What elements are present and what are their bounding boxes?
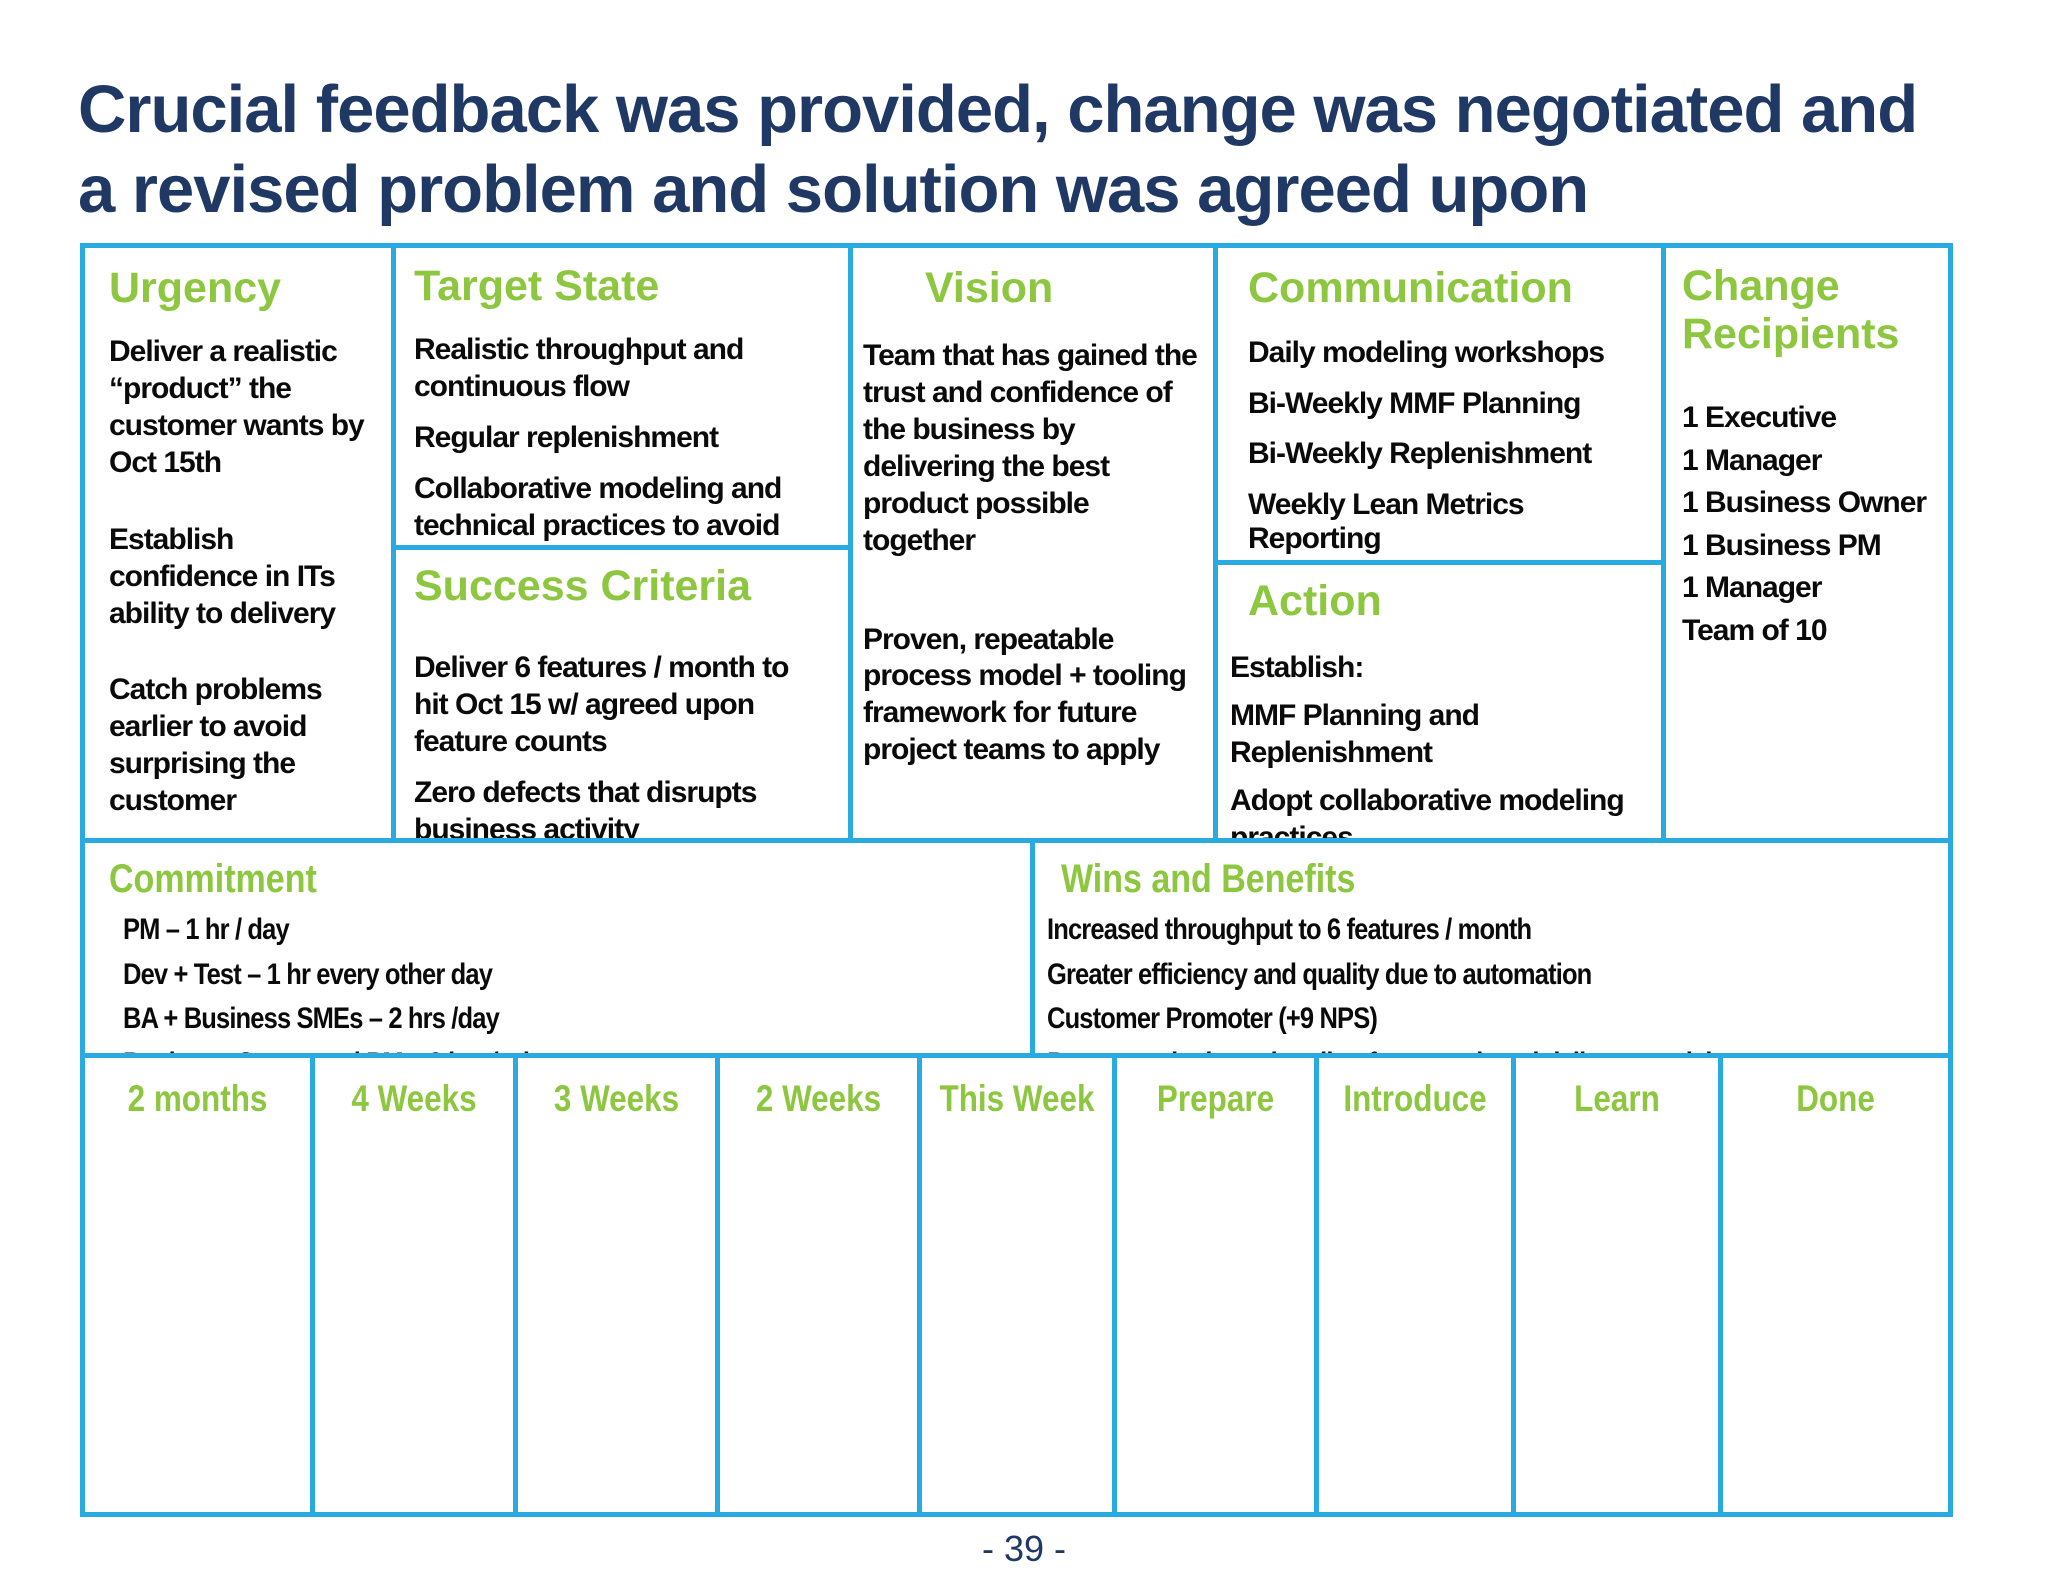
urgency-box: Urgency Deliver a realistic “product” th… bbox=[80, 243, 396, 843]
timeline-header-4-weeks: 4 Weeks bbox=[351, 1078, 477, 1119]
timeline-cell-learn: Learn bbox=[1511, 1053, 1723, 1517]
target-state-header: Target State bbox=[414, 262, 660, 310]
timeline-header-prepare: Prepare bbox=[1156, 1078, 1275, 1119]
communication-box: Communication Daily modeling workshops B… bbox=[1213, 243, 1666, 565]
urgency-item: Catch problems earlier to avoid surprisi… bbox=[109, 673, 323, 818]
timeline-header-introduce: Introduce bbox=[1343, 1078, 1487, 1119]
page-title-line2: a revised problem and solution was agree… bbox=[78, 152, 1589, 227]
target-state-item: Collaborative modeling and technical pra… bbox=[414, 471, 782, 579]
timeline-cell-this-week: This Week bbox=[917, 1053, 1117, 1517]
communication-body: Daily modeling workshops Bi-Weekly MMF P… bbox=[1218, 312, 1661, 557]
communication-item: Daily modeling workshops bbox=[1248, 336, 1605, 370]
communication-item: Bi-Weekly MMF Planning bbox=[1248, 386, 1581, 420]
wins-item: Greater efficiency and quality due to au… bbox=[1047, 957, 1592, 991]
commitment-item: PM – 1 hr / day bbox=[123, 912, 290, 946]
change-recipients-item: Team of 10 bbox=[1682, 613, 1828, 647]
page-title-line1: Crucial feedback was provided, change wa… bbox=[78, 72, 1918, 147]
commitment-item: BA + Business SMEs – 2 hrs /day bbox=[123, 1002, 500, 1036]
vision-item: Team that has gained the trust and confi… bbox=[863, 339, 1198, 557]
timeline-cell-3-weeks: 3 Weeks bbox=[513, 1053, 720, 1517]
timeline-header-2-months: 2 months bbox=[127, 1078, 268, 1119]
wins-and-benefits-box: Wins and Benefits Increased throughput t… bbox=[1030, 838, 1953, 1079]
commitment-box: Commitment PM – 1 hr / day Dev + Test – … bbox=[80, 838, 1035, 1079]
urgency-item: Deliver a realistic “product” the custom… bbox=[109, 335, 365, 479]
success-criteria-body: Deliver 6 features / month to hit Oct 15… bbox=[396, 610, 848, 848]
urgency-item: Establish confidence in ITs ability to d… bbox=[109, 522, 336, 630]
change-recipients-item: 1 Business PM bbox=[1682, 528, 1882, 562]
timeline-header-3-weeks: 3 Weeks bbox=[553, 1078, 680, 1119]
change-recipients-body: 1 Executive 1 Manager 1 Business Owner 1… bbox=[1666, 358, 1948, 646]
timeline-header-learn: Learn bbox=[1574, 1078, 1660, 1119]
target-state-item: Regular replenishment bbox=[414, 420, 719, 454]
action-item: MMF Planning and Replenishment bbox=[1230, 699, 1480, 769]
target-state-item: Realistic throughput and continuous flow bbox=[414, 333, 744, 404]
communication-header: Communication bbox=[1248, 264, 1573, 312]
vision-box: Vision Team that has gained the trust an… bbox=[848, 243, 1218, 843]
action-header: Action bbox=[1248, 577, 1382, 625]
vision-header: Vision bbox=[925, 264, 1054, 312]
urgency-header: Urgency bbox=[109, 264, 282, 312]
success-criteria-header: Success Criteria bbox=[414, 562, 752, 610]
timeline-header-this-week: This Week bbox=[939, 1078, 1095, 1119]
target-state-box: Target State Realistic throughput and co… bbox=[391, 243, 853, 579]
wins-item: Customer Promoter (+9 NPS) bbox=[1047, 1002, 1378, 1036]
urgency-body: Deliver a realistic “product” the custom… bbox=[85, 312, 391, 820]
success-criteria-box: Success Criteria Deliver 6 features / mo… bbox=[391, 545, 853, 846]
timeline-cell-introduce: Introduce bbox=[1314, 1053, 1516, 1517]
page-title: Crucial feedback was provided, change wa… bbox=[78, 70, 1998, 230]
timeline-header-2-weeks: 2 Weeks bbox=[755, 1078, 882, 1119]
timeline-cell-2-months: 2 months bbox=[80, 1053, 315, 1517]
timeline-header-done: Done bbox=[1796, 1078, 1875, 1119]
communication-item: Bi-Weekly Replenishment bbox=[1248, 437, 1592, 471]
communication-item: Weekly Lean Metrics Reporting bbox=[1248, 487, 1525, 556]
change-recipients-item: 1 Manager bbox=[1682, 571, 1822, 605]
change-recipients-item: 1 Executive bbox=[1682, 401, 1837, 435]
vision-body: Team that has gained the trust and confi… bbox=[853, 312, 1213, 769]
vision-item: Proven, repeatable process model + tooli… bbox=[863, 622, 1187, 767]
action-item: Establish: bbox=[1230, 651, 1364, 685]
page-number: - 39 - bbox=[981, 1528, 1067, 1569]
wins-and-benefits-header: Wins and Benefits bbox=[1061, 857, 1356, 901]
timeline-cell-done: Done bbox=[1718, 1053, 1953, 1517]
change-recipients-box: Change Recipients 1 Executive 1 Manager … bbox=[1661, 243, 1953, 843]
commitment-header: Commitment bbox=[109, 857, 317, 901]
wins-item: Increased throughput to 6 features / mon… bbox=[1047, 912, 1532, 946]
change-recipients-item: 1 Business Owner bbox=[1682, 486, 1927, 520]
change-recipients-item: 1 Manager bbox=[1682, 443, 1822, 477]
change-recipients-header: Change Recipients bbox=[1682, 262, 1900, 359]
commitment-item: Dev + Test – 1 hr every other day bbox=[123, 957, 493, 991]
timeline-cell-4-weeks: 4 Weeks bbox=[310, 1053, 518, 1517]
success-criteria-item: Deliver 6 features / month to hit Oct 15… bbox=[414, 651, 789, 758]
timeline-cell-prepare: Prepare bbox=[1112, 1053, 1319, 1517]
action-box: Action Establish: MMF Planning and Reple… bbox=[1213, 560, 1666, 902]
timeline-cell-2-weeks: 2 Weeks bbox=[715, 1053, 922, 1517]
target-state-body: Realistic throughput and continuous flow… bbox=[396, 310, 848, 581]
